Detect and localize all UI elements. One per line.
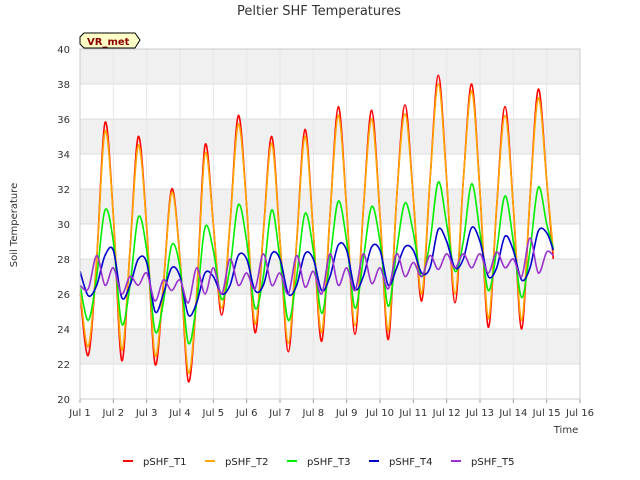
x-tick-label: Jul 4 (168, 408, 191, 419)
legend-label: pSHF_T2 (225, 457, 268, 468)
y-axis-ticks: 20 22 24 26 28 30 32 34 36 38 40 (57, 45, 70, 406)
y-tick-label: 38 (57, 80, 70, 91)
y-tick-label: 26 (57, 290, 70, 301)
x-tick-label: Jul 16 (565, 408, 594, 419)
y-tick-label: 30 (57, 220, 70, 231)
y-tick-label: 40 (57, 45, 70, 56)
legend-label: pSHF_T5 (471, 457, 514, 468)
x-axis-label: Time (553, 425, 578, 436)
y-tick-label: 34 (57, 150, 70, 161)
y-axis-label: Soil Temperature (9, 183, 20, 268)
x-tick-label: Jul 10 (365, 408, 394, 419)
legend-item-pSHF_T2: pSHF_T2 (205, 457, 268, 468)
legend: pSHF_T1 pSHF_T2 pSHF_T3 pSHF_T4 pSHF_T5 (123, 457, 514, 468)
x-tick-label: Jul 8 (302, 408, 325, 419)
y-tick-label: 22 (57, 360, 70, 371)
badge-label: VR_met (87, 37, 130, 48)
legend-item-pSHF_T4: pSHF_T4 (369, 457, 432, 468)
x-axis-ticks: Jul 1 Jul 2 Jul 3 Jul 4 Jul 5 Jul 6 Jul 7 Jul 8… (68, 399, 594, 419)
series-line-pSHF_T5 (79, 237, 554, 304)
legend-item-pSHF_T5: pSHF_T5 (451, 457, 514, 468)
chart-title: Peltier SHF Temperatures (237, 4, 401, 19)
y-tick-label: 36 (57, 115, 70, 126)
y-tick-label: 32 (57, 185, 70, 196)
x-tick-label: Jul 1 (68, 408, 91, 419)
y-tick-label: 20 (57, 395, 70, 406)
x-tick-label: Jul 9 (335, 408, 358, 419)
x-tick-label: Jul 6 (235, 408, 258, 419)
legend-item-pSHF_T3: pSHF_T3 (287, 457, 350, 468)
x-tick-label: Jul 15 (532, 408, 561, 419)
x-tick-label: Jul 14 (498, 408, 527, 419)
grid-band (80, 329, 580, 364)
x-tick-label: Jul 13 (465, 408, 494, 419)
y-tick-label: 28 (57, 255, 70, 266)
x-tick-label: Jul 2 (102, 408, 125, 419)
x-tick-label: Jul 12 (432, 408, 461, 419)
x-tick-label: Jul 3 (135, 408, 158, 419)
series-line-pSHF_T4 (79, 226, 555, 317)
vr-met-badge: VR_met (79, 32, 141, 49)
y-tick-label: 24 (57, 325, 70, 336)
x-tick-label: Jul 7 (268, 408, 291, 419)
x-tick-label: Jul 5 (202, 408, 225, 419)
series-lines (79, 74, 555, 383)
grid-band (80, 49, 580, 84)
legend-label: pSHF_T3 (307, 457, 350, 468)
series-line-pSHF_T2 (79, 83, 555, 374)
grid-band (80, 119, 580, 154)
x-tick-label: Jul 11 (398, 408, 427, 419)
legend-item-pSHF_T1: pSHF_T1 (123, 457, 186, 468)
series-line-pSHF_T3 (79, 181, 555, 345)
legend-label: pSHF_T4 (389, 457, 432, 468)
legend-label: pSHF_T1 (143, 457, 186, 468)
plot-frame (79, 48, 581, 400)
